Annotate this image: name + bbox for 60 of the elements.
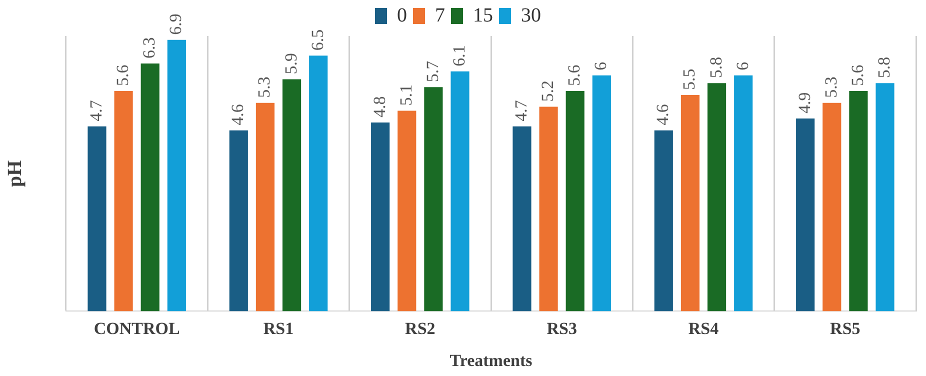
data-label: 6.3	[140, 37, 159, 59]
bar	[309, 56, 328, 312]
data-label: 6.5	[308, 29, 327, 51]
bar	[140, 64, 160, 312]
bar	[114, 91, 133, 312]
data-label: 4.6	[228, 104, 248, 126]
bar	[680, 94, 700, 312]
x-tick-label: CONTROL	[94, 318, 180, 338]
legend-label: 0	[397, 4, 407, 26]
bar	[450, 71, 470, 312]
bar	[167, 40, 186, 312]
bar	[566, 91, 584, 312]
data-label: 5.8	[874, 56, 894, 78]
legend-label: 30	[521, 4, 541, 26]
legend-label: 15	[473, 4, 493, 26]
x-tick-label: RS4	[688, 318, 720, 338]
bar	[734, 75, 753, 312]
bar	[876, 83, 894, 312]
x-axis-title: Treatments	[450, 351, 533, 370]
x-tick-label: RS1	[263, 318, 294, 338]
bar	[282, 79, 302, 312]
bar	[256, 102, 275, 312]
data-label: 5.6	[564, 64, 584, 86]
data-label: 5.1	[396, 84, 416, 106]
data-label: 6	[591, 62, 610, 70]
data-label: 5.9	[281, 52, 300, 74]
bar	[849, 91, 868, 312]
bar	[796, 118, 815, 312]
data-label: 6	[732, 62, 752, 70]
bar	[424, 87, 443, 312]
data-label: 4.6	[653, 104, 672, 126]
data-label: 6.9	[166, 14, 186, 35]
data-label: 5.6	[113, 64, 132, 86]
data-label: 5.5	[680, 68, 699, 90]
bar	[822, 102, 842, 312]
data-label: 5.3	[821, 76, 840, 98]
x-tick-label: RS3	[546, 318, 577, 338]
bar	[539, 106, 558, 312]
bar	[592, 75, 611, 312]
y-axis-title: pH	[4, 160, 26, 187]
data-label: 5.6	[848, 64, 867, 86]
x-tick-label: RS5	[830, 318, 860, 338]
bar	[707, 83, 726, 312]
bar	[229, 130, 248, 312]
bar	[88, 126, 106, 312]
bar	[398, 110, 416, 312]
data-label: 4.7	[511, 100, 530, 122]
data-label: 4.8	[370, 96, 389, 118]
data-label: 6.1	[449, 45, 468, 66]
data-label: 5.2	[538, 80, 558, 102]
data-label: 5.8	[706, 56, 726, 78]
data-label: 4.9	[794, 92, 814, 114]
bar	[654, 130, 673, 312]
bar	[512, 126, 532, 312]
data-label: 4.7	[86, 100, 106, 122]
legend-label: 7	[435, 4, 445, 26]
data-label: 5.7	[422, 60, 442, 82]
data-label: 5.3	[254, 76, 274, 98]
bar	[371, 122, 390, 312]
x-tick-label: RS2	[405, 318, 436, 338]
